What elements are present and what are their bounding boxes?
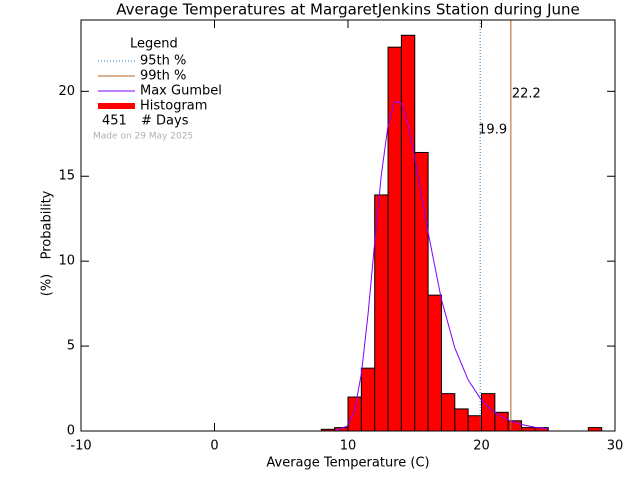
chart-title: Average Temperatures at MargaretJenkins …: [116, 1, 580, 19]
bar: [374, 194, 389, 432]
y-tick-label: 0: [67, 424, 75, 439]
bar: [347, 396, 362, 432]
bar: [521, 427, 536, 432]
x-tick-label: -10: [70, 439, 91, 454]
percentile-label: 22.2: [512, 87, 541, 102]
y-axis-label: (%): [40, 274, 55, 297]
legend-label: 95th %: [140, 54, 186, 69]
legend-title: Legend: [130, 37, 178, 52]
bar: [454, 408, 469, 432]
bar: [440, 393, 456, 432]
y-tick-label: 15: [58, 169, 75, 184]
x-axis-label: Average Temperature (C): [266, 456, 429, 471]
bar: [400, 34, 416, 432]
x-tick-label: 0: [210, 439, 218, 454]
days-label: # Days: [141, 114, 189, 129]
bar: [387, 46, 402, 432]
days-count: 451: [102, 114, 127, 129]
legend-label: Max Gumbel: [140, 84, 222, 99]
y-tick-label: 10: [58, 254, 75, 269]
bar: [360, 367, 376, 432]
bar: [587, 427, 603, 432]
bar: [427, 294, 442, 432]
bar: [481, 393, 496, 432]
legend-label: 99th %: [140, 69, 186, 84]
gumbel-curve: [334, 100, 549, 432]
bar: [467, 415, 482, 432]
y-axis-label: Probability: [40, 190, 55, 259]
y-tick-label: 20: [58, 84, 75, 99]
legend-label: Histogram: [140, 99, 207, 114]
x-tick-label: 20: [473, 439, 490, 454]
x-tick-label: 10: [340, 439, 357, 454]
bar: [494, 411, 509, 432]
note: Made on 29 May 2025: [93, 132, 193, 142]
y-tick-label: 5: [67, 339, 75, 354]
x-tick-label: 30: [607, 439, 624, 454]
percentile-label: 19.9: [478, 123, 507, 138]
